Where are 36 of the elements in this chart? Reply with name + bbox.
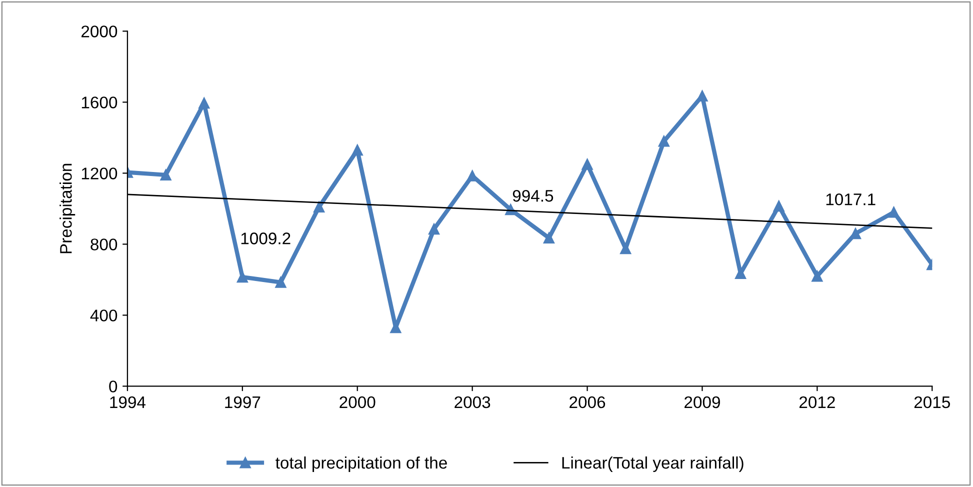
point [620,243,632,254]
point [658,136,670,147]
x-tick-label: 2015 [914,396,950,408]
x-tick-label: 2012 [799,396,835,408]
x-tick-label: 2006 [570,396,606,408]
annotation: 1017.1 [826,193,876,206]
point [582,158,593,170]
point [275,276,286,288]
point [198,98,210,109]
x-tick-label: 2000 [340,396,376,408]
point [696,90,708,102]
point [543,232,555,244]
y-tick-label: 1600 [82,96,118,108]
point [428,224,440,235]
x-tick-label: 2003 [454,396,490,408]
point [812,270,823,282]
annotation: 1009.2 [241,232,290,244]
point [888,206,900,218]
y-tick-label: 400 [90,310,118,322]
y-tick-label: 1200 [82,168,118,180]
point [313,201,325,212]
legend-label: total precipitation of the [276,456,447,472]
point [236,271,248,283]
x-tick-label: 2009 [684,396,720,408]
x-tick-label: 1997 [225,396,260,408]
point [352,144,363,156]
annotation: 994.5 [512,190,554,202]
y-axis-title: Precipitation [60,164,76,254]
point [160,169,172,181]
point [773,200,784,212]
legend-label: Linear(Total year rainfall) [562,456,744,472]
y-tick-label: 800 [90,238,118,250]
x-tick-label: 1994 [110,396,146,408]
y-tick-label: 2000 [82,26,118,38]
y-tick-label: 0 [109,380,118,392]
point [850,228,862,240]
